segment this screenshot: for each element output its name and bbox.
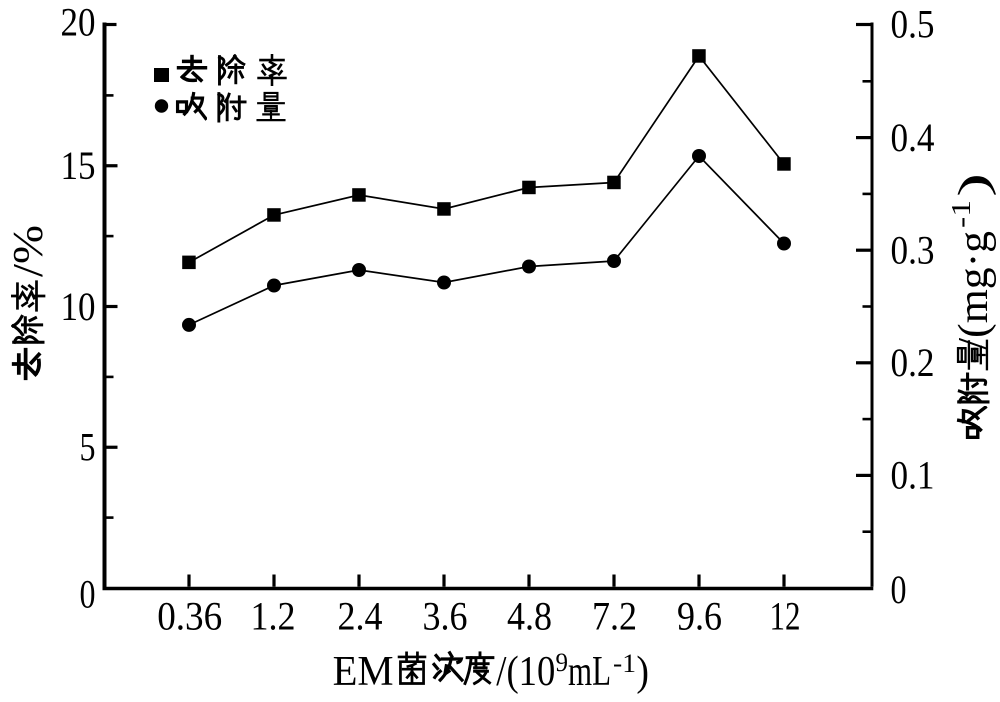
svg-text:5: 5 xyxy=(80,425,96,470)
svg-text:0.1: 0.1 xyxy=(891,453,935,498)
svg-text:9.6: 9.6 xyxy=(677,594,722,639)
svg-text:-1: -1 xyxy=(613,649,636,678)
svg-text:2.4: 2.4 xyxy=(338,594,383,639)
svg-text:0.4: 0.4 xyxy=(891,115,935,160)
svg-text:0.3: 0.3 xyxy=(891,228,935,273)
svg-text:15: 15 xyxy=(61,143,96,188)
svg-text:3.6: 3.6 xyxy=(423,594,468,639)
svg-text:12: 12 xyxy=(770,594,801,639)
svg-text:1.2: 1.2 xyxy=(251,594,296,639)
svg-text:10: 10 xyxy=(61,284,96,329)
svg-text:0.36: 0.36 xyxy=(157,594,222,639)
svg-text:): ) xyxy=(636,649,649,695)
svg-text:4.8: 4.8 xyxy=(507,594,552,639)
svg-text:0.2: 0.2 xyxy=(891,340,935,385)
svg-text:-1: -1 xyxy=(946,200,976,228)
svg-text:/(10: /(10 xyxy=(496,649,555,695)
svg-text:0: 0 xyxy=(80,572,96,617)
svg-text:mL: mL xyxy=(568,649,611,695)
svg-text:9: 9 xyxy=(556,648,569,677)
svg-text:): ) xyxy=(951,173,997,197)
svg-text:EM: EM xyxy=(333,649,394,695)
svg-text:/%: /% xyxy=(6,225,52,277)
svg-text:20: 20 xyxy=(61,0,96,45)
svg-text:7.2: 7.2 xyxy=(592,594,637,639)
svg-text:0: 0 xyxy=(891,567,907,612)
svg-text:0.5: 0.5 xyxy=(891,2,935,47)
svg-text:/(mg·g: /(mg·g xyxy=(951,231,997,350)
